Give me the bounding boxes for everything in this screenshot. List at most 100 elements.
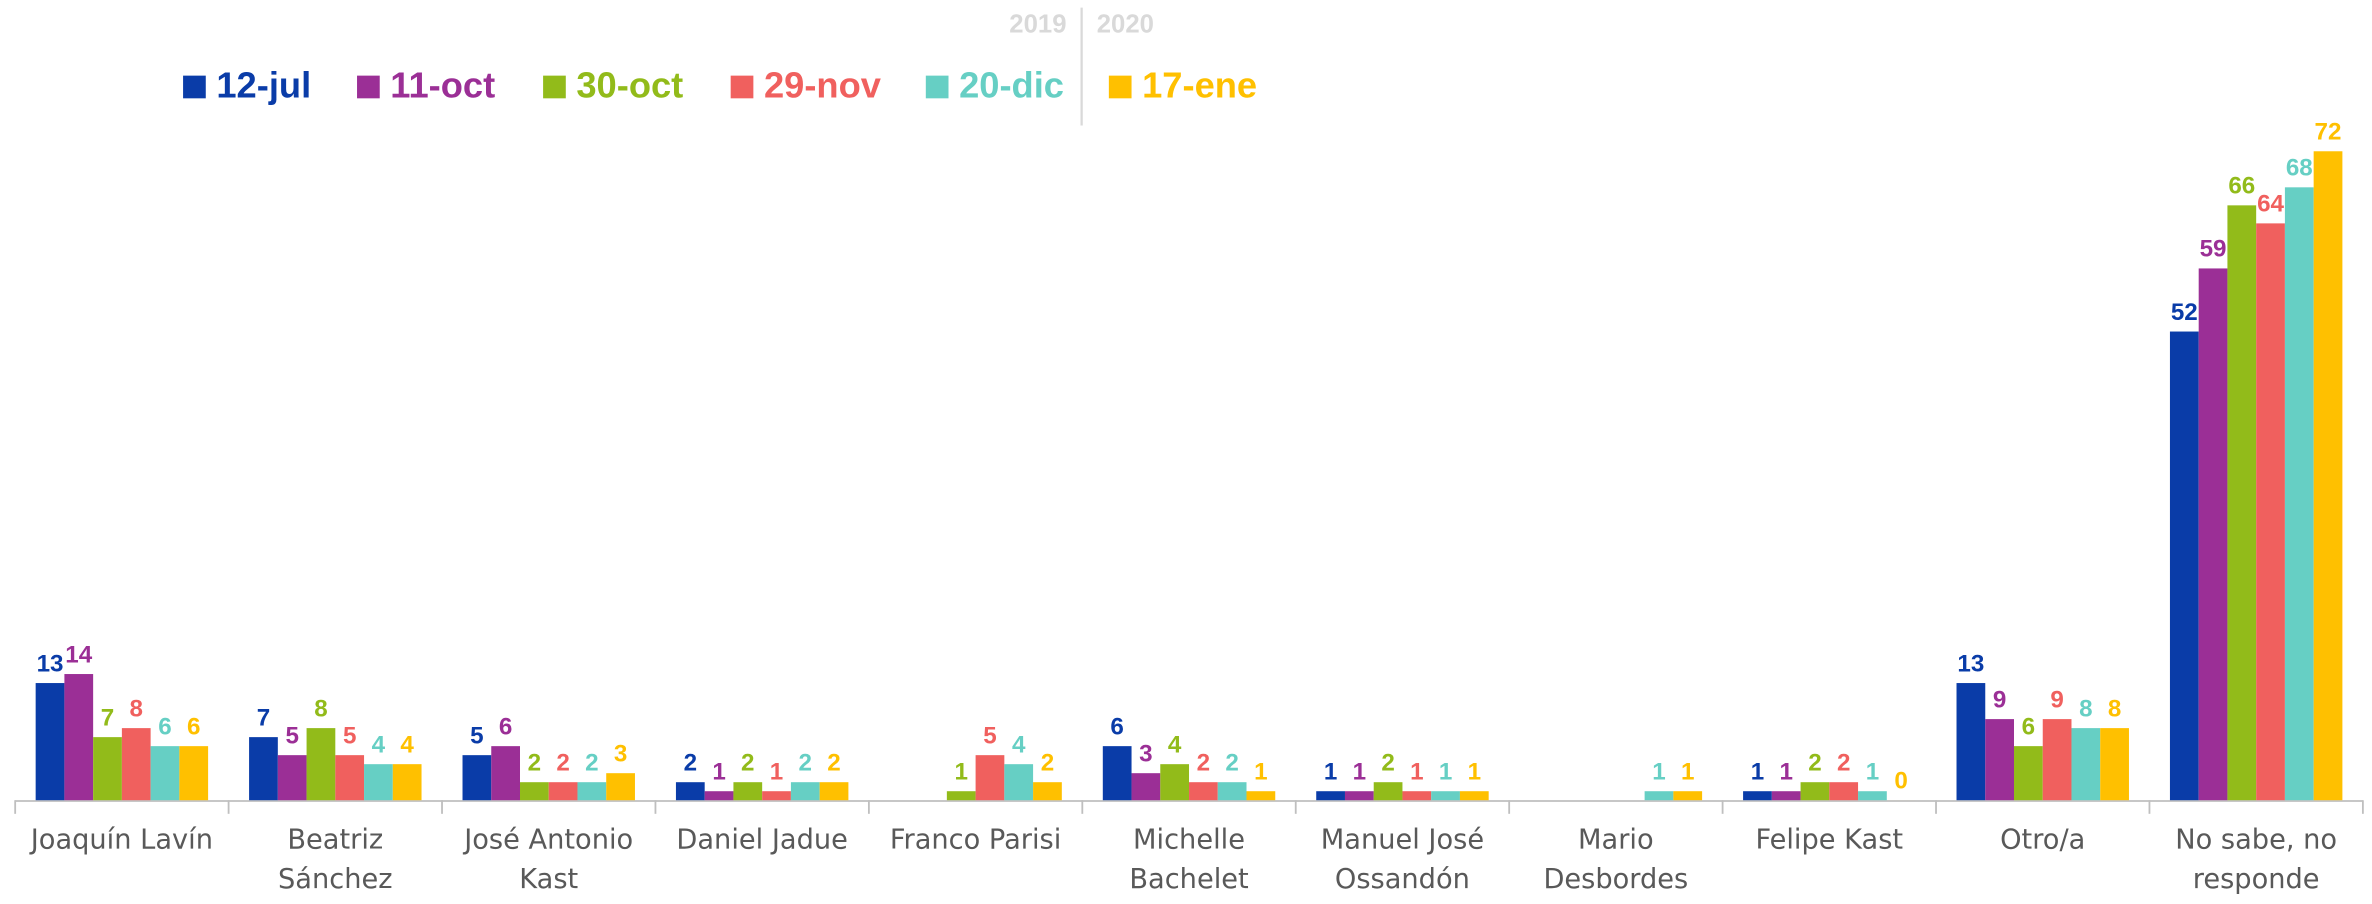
bar [2227,205,2256,800]
data-label: 2 [799,749,812,776]
bar [1801,782,1830,800]
bar [1743,791,1772,800]
data-label: 1 [1652,758,1665,785]
bar [151,746,180,800]
x-tick-label: José Antonio Kast [442,821,655,899]
bar [2071,728,2100,800]
bar [520,782,549,800]
bar [249,737,278,800]
data-label: 1 [1866,758,1879,785]
data-label: 66 [2228,173,2255,200]
bar [122,728,151,800]
data-label: 0 [1894,767,1907,794]
x-label-box: José Antonio Kast [442,821,655,899]
data-label: 1 [1751,758,1764,785]
data-label: 1 [1353,758,1366,785]
x-label-box: Mario Desbordes [1509,821,1722,899]
bar [1247,791,1276,800]
year-label: 2019 [1009,11,1066,39]
data-label: 9 [1993,686,2006,713]
legend-swatch [926,76,949,99]
data-label: 6 [1110,713,1123,740]
bar [1345,791,1374,800]
bar [1218,782,1247,800]
bar [2285,187,2314,800]
bar [1189,782,1218,800]
data-label: 5 [983,722,996,749]
x-tick-label: Mario Desbordes [1509,821,1722,899]
data-label: 2 [585,749,598,776]
data-label: 6 [2022,713,2035,740]
data-label: 72 [2315,119,2342,146]
bar [762,791,791,800]
x-label-box: Michelle Bachelet [1082,821,1295,899]
data-label: 8 [130,695,143,722]
bar [2256,223,2285,800]
bar [307,728,336,800]
bar [549,782,578,800]
data-label: 52 [2171,299,2198,326]
bar [2043,719,2072,800]
bar [976,755,1005,800]
data-label: 2 [528,749,541,776]
data-label: 2 [1197,749,1210,776]
bar [705,791,734,800]
bar [64,674,93,800]
bar [947,791,976,800]
data-label: 1 [770,758,783,785]
bar [1673,791,1702,800]
data-label: 2 [741,749,754,776]
data-label: 13 [1957,650,1984,677]
data-label: 2 [1808,749,1821,776]
data-label: 2 [1381,749,1394,776]
data-label: 8 [2108,695,2121,722]
legend-swatch [731,76,754,99]
legend-swatch [543,76,566,99]
bar [1132,773,1161,800]
data-label: 8 [314,695,327,722]
year-label: 2020 [1097,11,1154,39]
bar [491,746,520,800]
bar [676,782,705,800]
data-label: 2 [1041,749,1054,776]
data-label: 68 [2286,155,2313,182]
bar [179,746,208,800]
bar [2170,332,2199,801]
x-tick-label: Michelle Bachelet [1082,821,1295,899]
bar [577,782,606,800]
data-label: 7 [257,704,270,731]
legend-swatch [183,76,206,99]
data-label: 1 [712,758,725,785]
bar [606,773,635,800]
data-label: 5 [343,722,356,749]
bar [1829,782,1858,800]
bar [1033,782,1062,800]
data-label: 1 [1410,758,1423,785]
data-label: 2 [1837,749,1850,776]
bar [1103,746,1132,800]
data-label: 4 [1012,731,1026,758]
legend-label: 12-jul [216,64,311,105]
data-label: 64 [2257,191,2284,218]
x-tick-label: No sabe, no responde [2149,821,2362,899]
data-label: 2 [827,749,840,776]
bar [393,764,422,800]
bar [1402,791,1431,800]
legend-label: 11-oct [390,64,495,105]
x-label-box: Manuel José Ossandón [1296,821,1509,899]
data-label: 8 [2079,695,2092,722]
legend-swatch [1109,76,1132,99]
bar [364,764,393,800]
x-tick-label: Felipe Kast [1723,821,1936,860]
bar [278,755,307,800]
x-label-box: Felipe Kast [1723,821,1936,899]
data-label: 1 [1254,758,1267,785]
bar [1985,719,2014,800]
x-label-box: No sabe, no responde [2149,821,2362,899]
bar [2314,151,2343,800]
legend-label: 30-oct [576,64,683,105]
data-label: 2 [556,749,569,776]
bar [1858,791,1887,800]
data-label: 9 [2050,686,2063,713]
